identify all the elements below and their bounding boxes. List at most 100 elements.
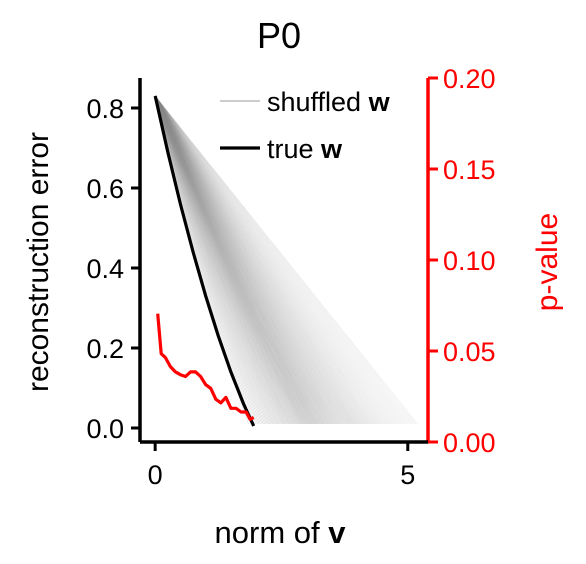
shuffled-line (154, 95, 355, 425)
shuffled-line (154, 95, 357, 425)
shuffled-line (154, 95, 414, 425)
shuffled-line (154, 95, 389, 425)
shuffled-line (154, 95, 354, 425)
shuffled-line (154, 95, 341, 425)
shuffled-line (154, 95, 287, 425)
shuffled-line (154, 95, 419, 425)
shuffled-line (154, 95, 385, 425)
shuffled-line (154, 95, 324, 425)
shuffled-line (154, 95, 257, 425)
shuffled-line (154, 95, 264, 425)
shuffled-line (154, 95, 409, 425)
shuffled-line (154, 95, 368, 425)
shuffled-line (154, 95, 407, 425)
shuffled-line (154, 95, 403, 425)
shuffled-line (154, 95, 349, 425)
right-tick-label: 0.05 (443, 337, 496, 367)
shuffled-line (154, 95, 378, 425)
right-tick-label: 0.00 (443, 428, 496, 458)
shuffled-line (154, 95, 413, 425)
shuffled-line (154, 95, 274, 425)
x-axis-label-text: norm of (215, 515, 329, 550)
shuffled-line (154, 95, 400, 425)
shuffled-line (154, 95, 415, 425)
shuffled-line (154, 95, 271, 425)
shuffled-line (154, 95, 372, 425)
shuffled-line (154, 95, 398, 425)
shuffled-line (154, 95, 364, 425)
shuffled-line (154, 95, 376, 425)
left-tick-label: 0.4 (86, 254, 124, 284)
shuffled-line (154, 95, 385, 425)
shuffled-line (154, 95, 392, 425)
shuffled-line (154, 95, 373, 425)
shuffled-line (154, 95, 393, 425)
p-value-series (156, 313, 255, 421)
shuffled-line (154, 95, 347, 425)
shuffled-line (154, 95, 406, 425)
shuffled-line (154, 95, 260, 425)
right-tick-label: 0.10 (443, 246, 496, 276)
shuffled-line (154, 95, 395, 425)
shuffled-line (154, 95, 396, 425)
shuffled-line (154, 95, 337, 425)
shuffled-line (154, 95, 277, 425)
shuffled-line (154, 95, 272, 425)
shuffled-line (154, 95, 288, 425)
shuffled-line (154, 95, 298, 425)
shuffled-line (154, 95, 379, 425)
shuffled-line (154, 95, 362, 425)
y2-axis-label: p-value (531, 213, 564, 311)
shuffled-line (154, 95, 263, 425)
shuffled-line (154, 95, 275, 425)
shuffled-lines (154, 95, 419, 425)
x-axis-label: norm of v (215, 515, 347, 550)
shuffled-line (154, 95, 261, 425)
shuffled-line (154, 95, 283, 425)
shuffled-line (154, 95, 364, 425)
shuffled-line (154, 95, 367, 425)
shuffled-line (154, 95, 335, 425)
shuffled-line (154, 95, 286, 425)
shuffled-line (154, 95, 322, 425)
shuffled-line (154, 95, 401, 425)
shuffled-line (154, 95, 351, 425)
shuffled-line (154, 95, 267, 425)
shuffled-line (154, 95, 282, 425)
shuffled-line (154, 95, 296, 425)
shuffled-line (154, 95, 382, 425)
shuffled-line (154, 95, 348, 425)
shuffled-line (154, 95, 258, 425)
shuffled-line (154, 95, 350, 425)
shuffled-line (154, 95, 333, 425)
left-tick-label: 0.8 (86, 94, 124, 124)
shuffled-line (154, 95, 363, 425)
shuffled-line (154, 95, 408, 425)
shuffled-line (154, 95, 329, 425)
left-y-axis: 0.0 0.2 0.4 0.6 0.8 (86, 78, 142, 444)
y-axis-label: reconstruction error (22, 132, 55, 392)
shuffled-line (154, 95, 360, 425)
shuffled-line (154, 95, 416, 425)
shuffled-line (154, 95, 402, 425)
shuffled-line (154, 95, 294, 425)
chart-title: P0 (257, 15, 301, 56)
true-line-series (153, 95, 256, 427)
shuffled-line (154, 95, 295, 425)
shuffled-line (154, 95, 292, 425)
shuffled-line (154, 95, 383, 425)
shuffled-line (154, 95, 280, 425)
shuffled-line (154, 95, 381, 425)
shuffled-line (154, 95, 366, 425)
shuffled-line (154, 95, 405, 425)
shuffled-line (154, 95, 331, 425)
shuffled-line (154, 95, 340, 425)
shuffled-line (154, 95, 281, 425)
shuffled-line (154, 95, 386, 425)
shuffled-line (154, 95, 353, 425)
right-y-axis: 0.00 0.05 0.10 0.15 0.20 (426, 64, 496, 458)
legend-label-true: true w (267, 134, 343, 164)
shuffled-line (154, 95, 359, 425)
shuffled-line (154, 95, 336, 425)
left-tick-label: 0.6 (86, 174, 124, 204)
